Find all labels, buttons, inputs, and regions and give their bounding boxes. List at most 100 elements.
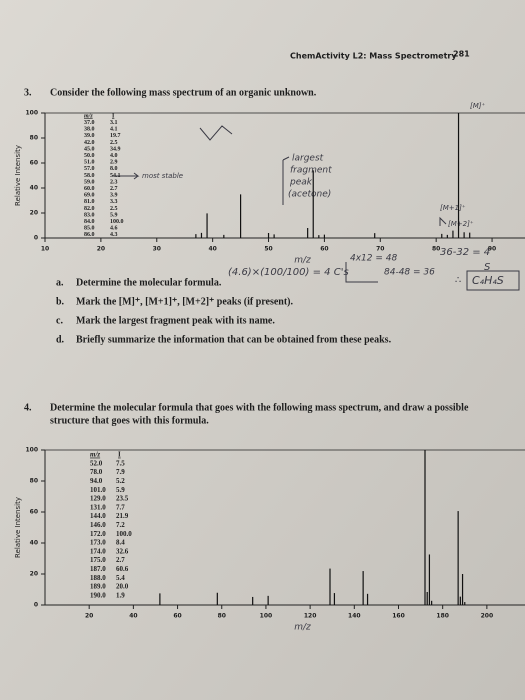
table-cell: 2.7	[116, 556, 125, 564]
table-cell: 45.0	[84, 146, 95, 152]
question-number: 3.	[24, 87, 32, 98]
table-cell: 172.0	[90, 530, 106, 538]
table-cell: 100.0	[116, 530, 132, 538]
table-cell: 175.0	[90, 556, 106, 564]
m1-label: [M+1]⁺	[440, 204, 466, 212]
y-tick-label: 0	[34, 602, 38, 609]
x-tick-label: 200	[481, 613, 494, 620]
table-cell: 51.0	[84, 160, 95, 166]
table-cell: 5.2	[116, 477, 125, 485]
table-cell: 7.5	[116, 459, 125, 467]
table-cell: 100.0	[110, 219, 124, 225]
table-cell: 1.9	[116, 591, 125, 599]
table-header: m/z	[90, 451, 100, 459]
box-edge	[345, 262, 378, 283]
table-cell: 52.0	[90, 459, 103, 467]
table-cell: 34.9	[110, 146, 121, 152]
table-cell: 101.0	[90, 486, 106, 494]
table-cell: 7.2	[116, 521, 125, 529]
x-tick-label: 40	[208, 246, 216, 253]
therefore: ∴	[455, 275, 461, 286]
y-tick-label: 80	[30, 135, 38, 142]
x-tick-label: 70	[376, 246, 384, 253]
x-tick-label: 100	[260, 613, 273, 620]
formula-box	[466, 270, 520, 291]
table-cell: 4.6	[110, 226, 118, 232]
x-tick-label: 120	[304, 613, 317, 620]
table-cell: 5.9	[110, 212, 118, 218]
formula: C₄H₄S	[472, 274, 504, 287]
table-cell: 144.0	[90, 512, 106, 520]
y-tick-label: 80	[30, 478, 38, 485]
table-cell: 50.0	[84, 153, 95, 159]
table-cell: 84.0	[84, 219, 95, 225]
table-cell: 4.1	[110, 127, 118, 133]
y-tick-label: 100	[25, 447, 38, 454]
table-cell: 2.7	[110, 186, 118, 192]
table-cell: 4.3	[110, 232, 118, 238]
x-tick-label: 40	[129, 613, 137, 620]
x-tick-label: 60	[173, 613, 181, 620]
arrow	[439, 216, 447, 226]
table-cell: 7.7	[116, 503, 125, 511]
scribble	[199, 125, 233, 141]
x-tick-label: 180	[436, 613, 449, 620]
x-tick-label: 20	[97, 246, 105, 253]
x-tick-label: 30	[153, 246, 161, 253]
item-label: a.	[56, 277, 64, 288]
x-tick-label: 20	[85, 613, 93, 620]
table-cell: 21.9	[116, 512, 129, 520]
table-cell: 3.9	[110, 193, 118, 199]
table-cell: 129.0	[90, 495, 106, 503]
table-cell: 54.1	[110, 173, 121, 179]
carbon-calc: (4.6)×(100/100) = 4 C's	[228, 267, 349, 278]
m-label: [M]⁺	[470, 102, 486, 110]
y-tick-label: 60	[30, 160, 38, 167]
table-cell: 2.5	[110, 140, 118, 146]
table-cell: 187.0	[90, 565, 106, 573]
y-tick-label: 0	[34, 235, 38, 242]
handwriting: [M]⁺ [M+1]⁺ [M+2]⁺ largest fragment peak…	[112, 102, 520, 291]
x-tick-label: 90	[488, 246, 496, 253]
table-cell: 8.4	[116, 539, 125, 547]
arrow	[112, 172, 140, 180]
fragment-note: peak	[289, 178, 313, 188]
question-number: 4.	[24, 402, 32, 413]
table-cell: 20.0	[116, 583, 129, 591]
table-cell: 4.0	[110, 153, 118, 159]
sulfur: S	[484, 262, 491, 273]
table-cell: 2.5	[110, 206, 118, 212]
table-cell: 3.1	[110, 120, 118, 126]
table-cell: 190.0	[90, 591, 106, 599]
table-cell: 81.0	[84, 199, 95, 205]
item-label: b.	[56, 296, 65, 307]
table-cell: 7.9	[116, 468, 125, 476]
x-tick-label: 80	[218, 613, 226, 620]
x-tick-label: 50	[264, 246, 272, 253]
fragment-note: largest	[292, 154, 324, 164]
table-cell: 174.0	[90, 547, 106, 555]
mass-rest: 84-48 = 36	[384, 268, 435, 278]
table-cell: 23.5	[116, 495, 129, 503]
table-cell: 58.0	[84, 173, 95, 179]
table-cell: 60.0	[84, 186, 95, 192]
table-cell: 82.0	[84, 206, 95, 212]
x-tick-label: 140	[348, 613, 361, 620]
x-axis-label: m/z	[294, 623, 311, 633]
table-cell: 131.0	[90, 503, 106, 511]
table-cell: 57.0	[84, 166, 95, 172]
table-cell: 5.4	[116, 574, 125, 582]
y-axis-label: Relative Intensity	[14, 145, 22, 206]
table-cell: 32.6	[116, 547, 129, 555]
table-cell: 188.0	[90, 574, 106, 582]
item-text: Mark the largest fragment peak with its …	[76, 315, 275, 326]
question-text: structure that goes with this formula.	[50, 415, 209, 426]
table-cell: 78.0	[90, 468, 103, 476]
x-tick-label: 60	[320, 246, 328, 253]
bracket	[282, 156, 290, 205]
table-cell: 86.0	[84, 232, 95, 238]
item-label: d.	[56, 334, 65, 345]
m2-label: [M+2]⁺	[448, 220, 474, 228]
items: a. Determine the molecular formula. b. M…	[56, 277, 392, 345]
